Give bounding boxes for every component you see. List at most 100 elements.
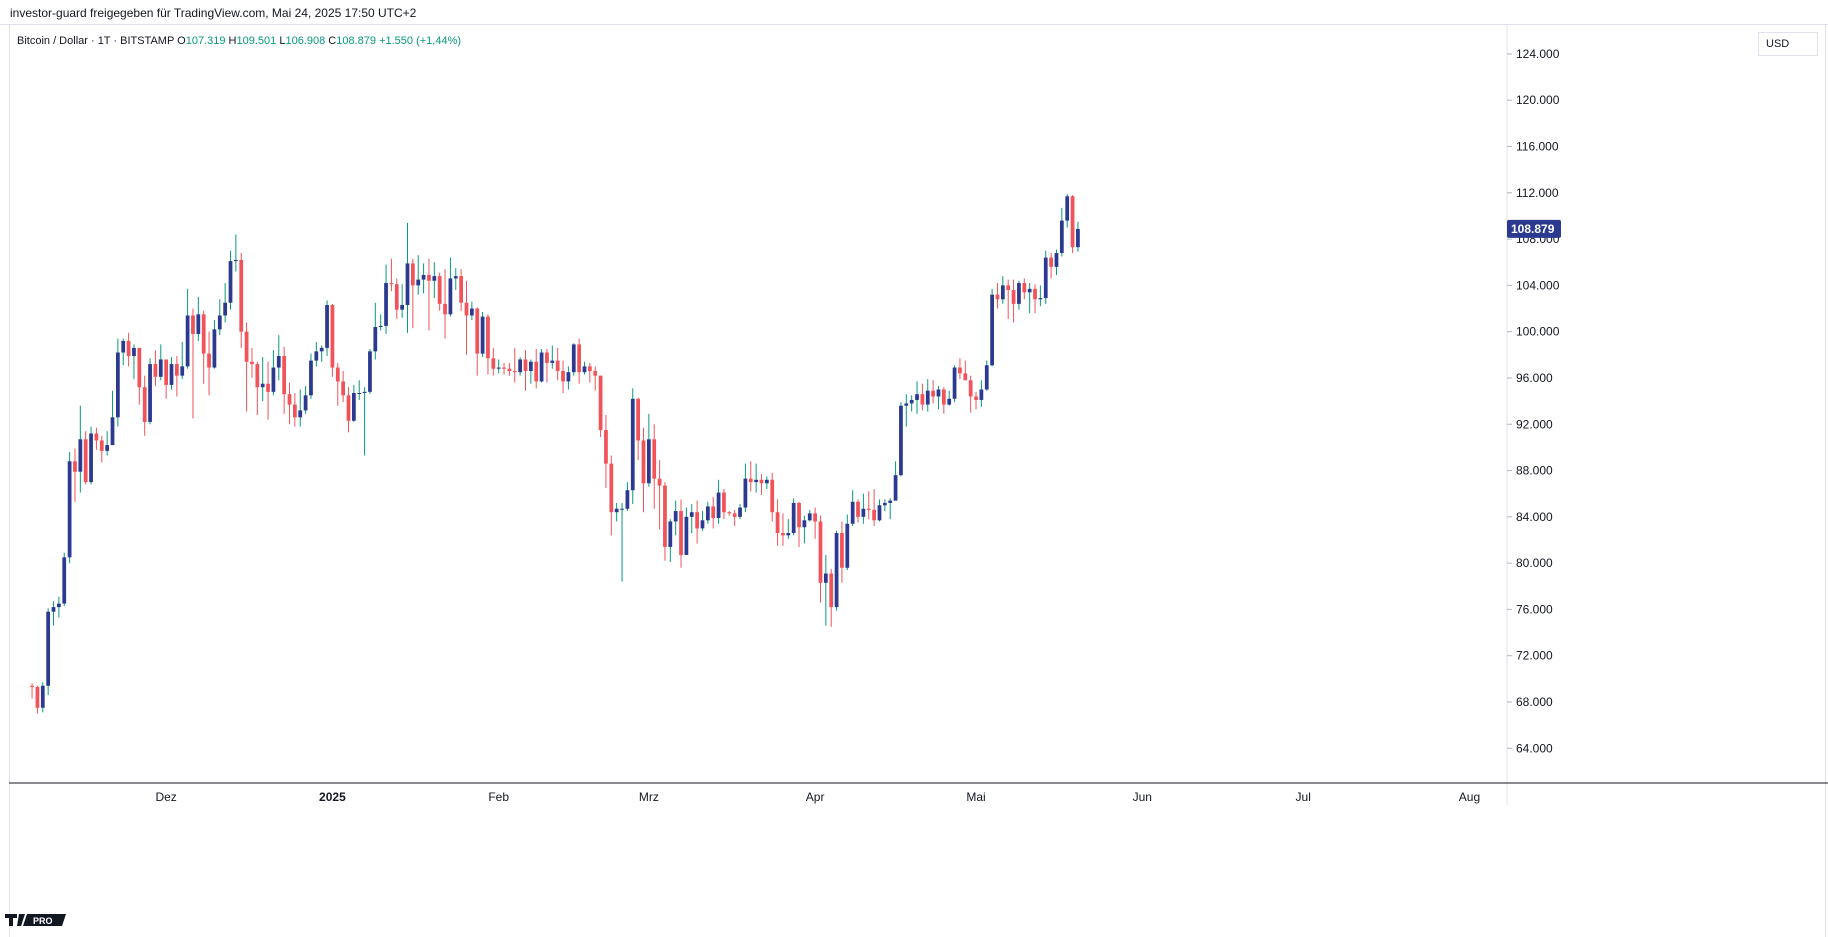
candle-body-up[interactable] [432, 276, 437, 281]
candle-body-down[interactable] [126, 340, 131, 356]
candle-body-down[interactable] [427, 274, 431, 281]
candle-body-up[interactable] [1065, 196, 1070, 221]
candle-body-up[interactable] [1076, 228, 1080, 248]
candle-body-down[interactable] [872, 509, 876, 521]
candle-body-up[interactable] [1054, 252, 1059, 267]
candle-body-up[interactable] [400, 305, 405, 310]
candle-body-down[interactable] [748, 478, 753, 483]
candle-body-up[interactable] [298, 410, 303, 418]
candle-body-down[interactable] [502, 367, 506, 369]
candle-body-up[interactable] [899, 405, 903, 476]
candle-body-up[interactable] [373, 327, 378, 352]
candle-body-down[interactable] [866, 508, 871, 510]
candle-body-down[interactable] [545, 352, 549, 363]
candle-body-down[interactable] [555, 360, 560, 372]
candle-body-up[interactable] [893, 475, 898, 501]
candle-body-down[interactable] [958, 367, 962, 374]
candle-body-up[interactable] [233, 259, 238, 262]
candle-body-up[interactable] [620, 508, 624, 510]
candle-body-up[interactable] [550, 360, 555, 363]
candle-body-up[interactable] [196, 314, 201, 334]
candle-body-down[interactable] [593, 371, 598, 376]
candle-body-up[interactable] [802, 520, 807, 528]
candle-body-up[interactable] [223, 302, 228, 316]
candle-body-down[interactable] [974, 396, 978, 400]
candle-body-up[interactable] [823, 573, 828, 583]
candle-body-down[interactable] [604, 430, 608, 464]
candle-body-up[interactable] [62, 557, 67, 604]
candle-body-up[interactable] [947, 398, 952, 405]
candle-body-up[interactable] [260, 383, 265, 388]
candle-body-down[interactable] [968, 380, 973, 397]
candle-body-up[interactable] [754, 479, 758, 483]
candle-body-up[interactable] [952, 367, 957, 399]
candle-body-up[interactable] [362, 391, 367, 394]
candle-body-up[interactable] [325, 305, 329, 348]
candle-body-up[interactable] [469, 308, 474, 316]
candle-body-up[interactable] [351, 393, 356, 421]
candle-body-down[interactable] [346, 395, 351, 421]
candle-body-down[interactable] [239, 259, 244, 332]
symbol-name[interactable]: Bitcoin / Dollar · 1T · BITSTAMP [17, 35, 175, 47]
candle-body-up[interactable] [984, 365, 989, 390]
candle-body-down[interactable] [818, 521, 823, 583]
candle-body-up[interactable] [566, 372, 571, 382]
candle-body-up[interactable] [850, 501, 855, 524]
candle-body-down[interactable] [523, 359, 528, 372]
candle-body-up[interactable] [448, 278, 453, 315]
candle-body-up[interactable] [915, 394, 919, 400]
candle-body-up[interactable] [1038, 298, 1043, 300]
candle-body-down[interactable] [598, 375, 603, 431]
candle-body-down[interactable] [153, 364, 158, 377]
candle-body-down[interactable] [137, 347, 142, 388]
candle-body-down[interactable] [94, 433, 99, 441]
candle-body-up[interactable] [78, 439, 83, 472]
candle-body-down[interactable] [732, 513, 737, 517]
candle-body-up[interactable] [646, 439, 651, 484]
candle-body-up[interactable] [421, 274, 426, 280]
candle-body-up[interactable] [979, 389, 984, 400]
candle-body-up[interactable] [368, 351, 372, 392]
candle-body-down[interactable] [35, 686, 40, 708]
candle-body-up[interactable] [228, 261, 233, 303]
candle-body-down[interactable] [174, 364, 179, 376]
candle-body-down[interactable] [164, 359, 169, 385]
candle-body-down[interactable] [722, 492, 726, 513]
candle-body-down[interactable] [840, 533, 844, 568]
candle-body-up[interactable] [668, 521, 673, 547]
candle-body-up[interactable] [480, 316, 485, 354]
candle-body-up[interactable] [384, 283, 388, 326]
candle-body-down[interactable] [797, 502, 801, 528]
candle-body-down[interactable] [250, 361, 254, 365]
candle-body-down[interactable] [507, 368, 512, 372]
candle-body-up[interactable] [571, 344, 576, 373]
candle-body-up[interactable] [51, 607, 56, 612]
candle-body-down[interactable] [244, 331, 249, 362]
candle-body-down[interactable] [695, 512, 700, 529]
candle-body-up[interactable] [1043, 257, 1048, 299]
candle-body-up[interactable] [909, 399, 914, 404]
candle-body-up[interactable] [888, 500, 893, 503]
candle-body-down[interactable] [410, 263, 415, 286]
candle-body-up[interactable] [786, 533, 791, 536]
candle-body-down[interactable] [636, 398, 641, 441]
candle-body-up[interactable] [105, 445, 110, 451]
candle-body-up[interactable] [110, 417, 115, 446]
candle-body-up[interactable] [705, 506, 710, 521]
candle-body-down[interactable] [1049, 257, 1053, 267]
candle-body-up[interactable] [845, 523, 850, 568]
candle-body-up[interactable] [67, 461, 72, 558]
candle-body-up[interactable] [169, 364, 174, 385]
candle-body-up[interactable] [357, 393, 362, 395]
candle-body-up[interactable] [57, 603, 61, 608]
candle-body-up[interactable] [625, 490, 630, 509]
candle-body-up[interactable] [148, 364, 152, 422]
candle-body-up[interactable] [673, 511, 678, 522]
candle-body-up[interactable] [158, 359, 163, 377]
candle-body-down[interactable] [475, 308, 480, 354]
candle-body-up[interactable] [518, 359, 523, 373]
candle-body-up[interactable] [528, 361, 533, 372]
candle-body-up[interactable] [180, 366, 185, 376]
candle-body-down[interactable] [389, 283, 394, 285]
